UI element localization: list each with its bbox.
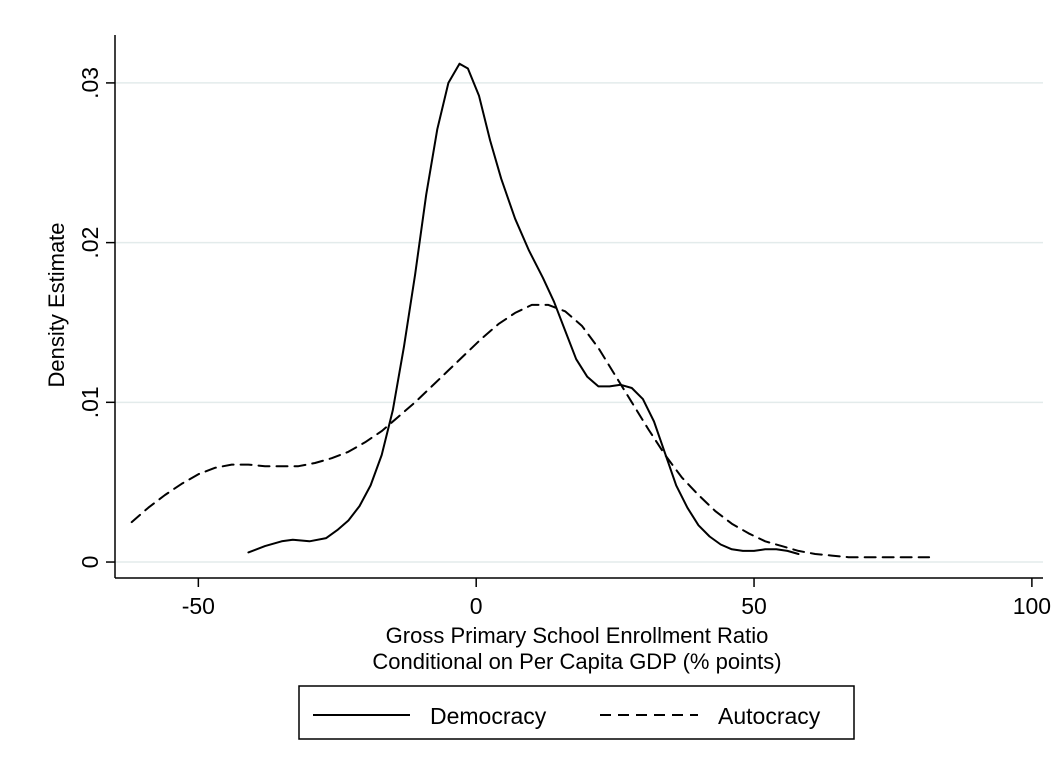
x-tick-label-2: 50 — [741, 593, 767, 619]
y-tick-label-3: .03 — [77, 67, 103, 99]
x-tick-label-1: 0 — [470, 593, 483, 619]
legend-box — [298, 685, 855, 740]
gridlines — [115, 82, 1043, 563]
legend: Democracy Autocracy — [298, 685, 855, 740]
x-axis-title-line-1: Gross Primary School Enrollment Ratio — [386, 623, 769, 648]
y-tick-label-1: .01 — [77, 386, 103, 418]
y-tick-label-2: .02 — [77, 227, 103, 259]
series-line-democracy — [247, 62, 800, 555]
axes — [114, 35, 1043, 579]
x-tick-label-0: -50 — [182, 593, 215, 619]
legend-label-autocracy: Autocracy — [718, 703, 821, 729]
x-tick-label-3: 100 — [1013, 593, 1051, 619]
x-axis-title-line-2: Conditional on Per Capita GDP (% points) — [372, 649, 781, 674]
tick-marks-and-labels: -50 0 50 100 0 .01 .02 .03 — [77, 67, 1051, 619]
series-lines — [130, 62, 931, 559]
legend-label-democracy: Democracy — [430, 703, 547, 729]
y-axis-title: Density Estimate — [44, 222, 69, 387]
y-tick-label-0: 0 — [77, 556, 103, 569]
series-line-autocracy — [130, 303, 931, 559]
